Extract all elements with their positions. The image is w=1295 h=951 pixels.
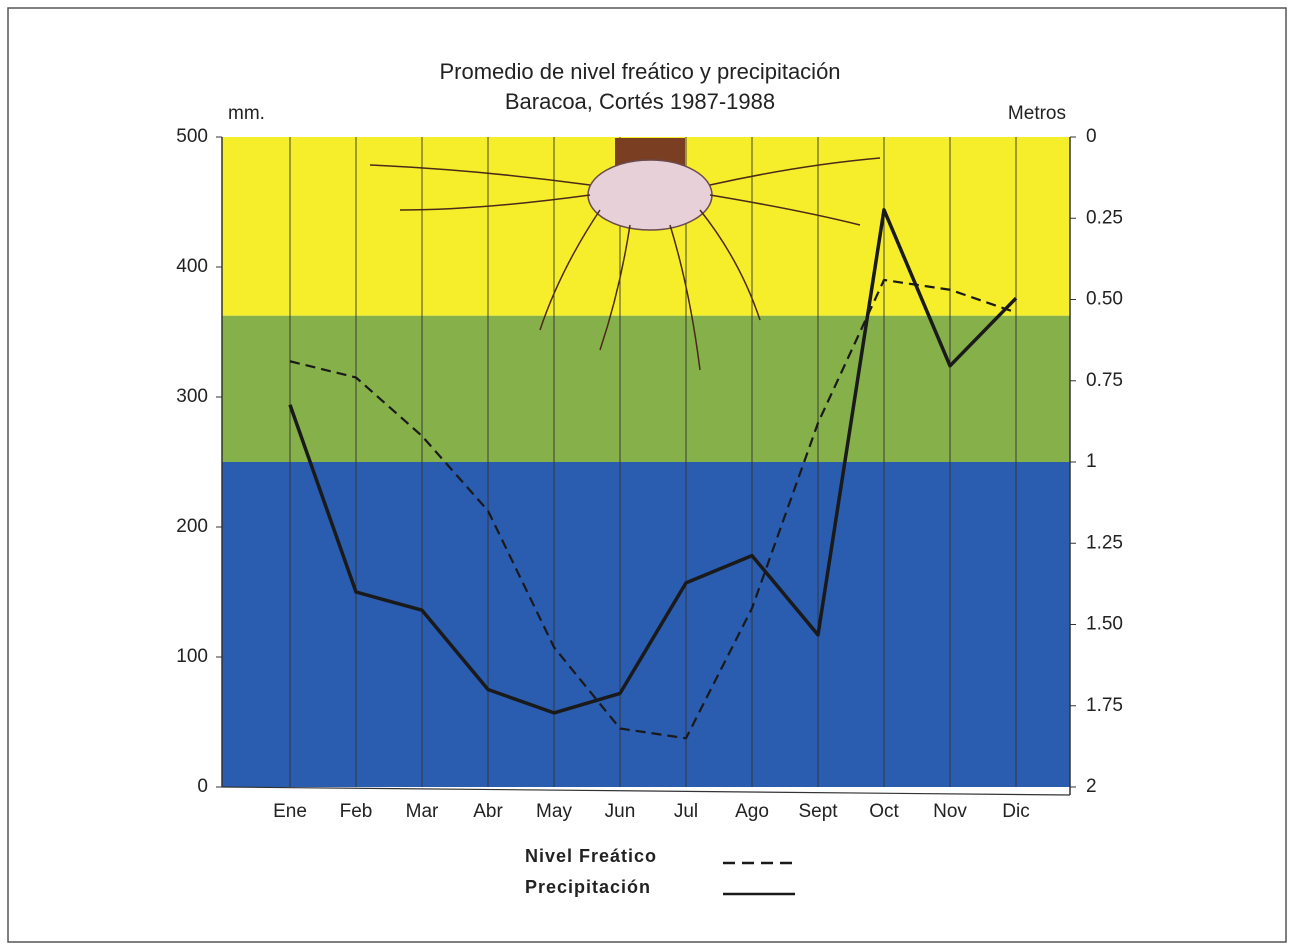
y2-tick-label: 2 [1086, 776, 1097, 797]
x-tick-label: Ene [273, 801, 307, 822]
y-tick-label: 0 [197, 776, 208, 797]
y2-tick-label: 0 [1086, 126, 1097, 147]
x-tick-label: May [536, 801, 572, 822]
x-tick-label: Nov [933, 801, 967, 822]
y-tick-label: 300 [176, 386, 208, 407]
y-tick-label: 400 [176, 256, 208, 277]
y2-tick-label: 1.50 [1086, 614, 1123, 635]
x-tick-label: Dic [1002, 801, 1029, 822]
y2-axis-label: Metros [1008, 103, 1066, 124]
legend: Nivel Freático Precipitación [525, 846, 795, 897]
x-tick-label: Oct [869, 801, 899, 822]
zone [222, 462, 1070, 787]
zones [222, 137, 1070, 787]
x-tick-label: Mar [406, 801, 439, 822]
x-tick-label: Feb [340, 801, 373, 822]
y2-tick-label: 0.25 [1086, 207, 1123, 228]
y2-tick-label: 1.25 [1086, 532, 1123, 553]
legend-label: Nivel Freático [525, 846, 657, 866]
y2-tick-label: 0.75 [1086, 370, 1123, 391]
chart-title: Promedio de nivel freático y precipitaci… [439, 59, 840, 84]
y-axis-label: mm. [228, 103, 265, 124]
y2-tick-label: 1 [1086, 451, 1097, 472]
y-tick-label: 100 [176, 646, 208, 667]
chart: Promedio de nivel freático y precipitaci… [0, 0, 1295, 946]
x-tick-label: Jun [605, 801, 636, 822]
y2-tick-label: 1.75 [1086, 695, 1123, 716]
y2-tick-label: 0.50 [1086, 289, 1123, 310]
legend-label: Precipitación [525, 877, 651, 897]
root-ball [588, 160, 712, 230]
x-tick-label: Ago [735, 801, 769, 822]
x-tick-label: Sept [798, 801, 838, 822]
chart-subtitle: Baracoa, Cortés 1987-1988 [505, 89, 775, 114]
x-tick-label: Abr [473, 801, 503, 822]
zone [222, 316, 1070, 462]
x-tick-label: Jul [674, 801, 698, 822]
x-axis [222, 787, 1070, 795]
y-tick-label: 200 [176, 516, 208, 537]
y-tick-label: 500 [176, 126, 208, 147]
